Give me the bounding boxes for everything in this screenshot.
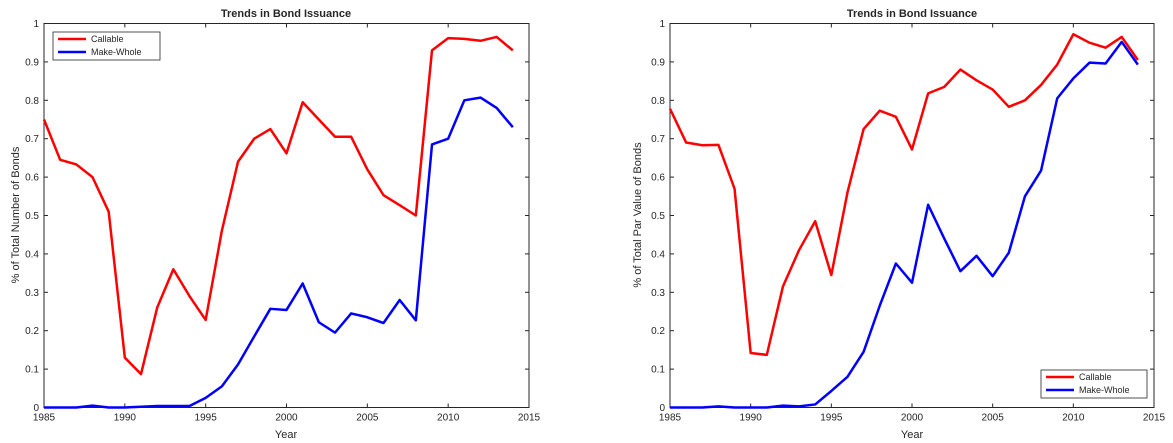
y-tick-label: 0.5 xyxy=(25,211,39,222)
y-tick-label: 0 xyxy=(33,403,39,414)
legend-label-callable: Callable xyxy=(1079,372,1112,382)
x-tick-label: 2005 xyxy=(356,413,379,424)
y-tick-label: 0.2 xyxy=(25,326,39,337)
y-tick-label: 0 xyxy=(659,403,665,414)
y-tick-label: 0.8 xyxy=(651,96,665,107)
chart-number-of-bonds: Trends in Bond Issuance 1985 1990 1995 2000… xyxy=(10,8,541,441)
y-tick-label: 0.6 xyxy=(25,173,39,184)
y-tick-label: 0.1 xyxy=(25,365,39,376)
y-tick-labels: 0 0.1 0.2 0.3 0.4 0.5 0.6 0.7 0.8 0.9 1 xyxy=(25,19,39,414)
x-tick-labels: 1985 1990 1995 2000 2005 2010 2015 xyxy=(33,413,541,424)
y-tick-label: 0.3 xyxy=(25,288,39,299)
x-tick-label: 1985 xyxy=(659,413,682,424)
x-tick-label: 2000 xyxy=(275,413,298,424)
series-line-callable xyxy=(42,35,514,376)
x-axis-label: Year xyxy=(275,429,298,441)
y-tick-label: 0.4 xyxy=(651,249,665,260)
y-axis-label: % of Total Number of Bonds xyxy=(10,146,22,283)
y-tick-label: 1 xyxy=(33,19,39,30)
series-lines xyxy=(668,33,1139,409)
x-tick-label: 1995 xyxy=(820,413,843,424)
y-tick-label: 1 xyxy=(659,19,665,30)
legend-label-make-whole: Make-Whole xyxy=(91,47,142,57)
series-line-callable xyxy=(668,33,1139,357)
series-lines xyxy=(42,35,514,409)
x-tick-label: 1995 xyxy=(195,413,218,424)
x-axis-label: Year xyxy=(901,429,924,441)
y-tick-label: 0.8 xyxy=(25,96,39,107)
legend-box xyxy=(1040,369,1148,399)
series-line-make-whole xyxy=(44,96,514,409)
y-tick-label: 0.6 xyxy=(651,173,665,184)
x-tick-label: 2010 xyxy=(437,413,460,424)
x-tick-label: 1990 xyxy=(740,413,763,424)
legend-label-make-whole: Make-Whole xyxy=(1079,385,1130,395)
legend-box xyxy=(52,31,161,61)
y-axis-label: % of Total Par Value of Bonds xyxy=(632,142,644,288)
chart-par-value-of-bonds: Trends in Bond Issuance 1985 1990 1995 2000… xyxy=(632,8,1166,441)
x-tick-label: 2015 xyxy=(1143,413,1166,424)
x-tick-label: 2000 xyxy=(901,413,924,424)
x-tick-label: 1990 xyxy=(114,413,137,424)
y-tick-label: 0.9 xyxy=(25,57,39,68)
y-tick-label: 0.7 xyxy=(25,134,39,145)
y-tick-label: 0.3 xyxy=(651,288,665,299)
legend-label-callable: Callable xyxy=(91,34,124,44)
y-tick-labels: 0 0.1 0.2 0.3 0.4 0.5 0.6 0.7 0.8 0.9 1 xyxy=(651,19,665,414)
legend: Callable Make-Whole xyxy=(1040,369,1148,399)
y-tick-label: 0.4 xyxy=(25,249,39,260)
x-tick-label: 2010 xyxy=(1062,413,1085,424)
y-tick-label: 0.2 xyxy=(651,326,665,337)
x-tick-labels: 1985 1990 1995 2000 2005 2010 2015 xyxy=(659,413,1166,424)
y-tick-label: 0.7 xyxy=(651,134,665,145)
chart-title: Trends in Bond Issuance xyxy=(221,8,351,20)
y-tick-label: 0.9 xyxy=(651,57,665,68)
y-tick-label: 0.1 xyxy=(651,365,665,376)
x-tick-label: 2005 xyxy=(982,413,1005,424)
y-tick-label: 0.5 xyxy=(651,211,665,222)
chart-title: Trends in Bond Issuance xyxy=(847,8,977,20)
legend: Callable Make-Whole xyxy=(52,31,161,61)
x-tick-label: 2015 xyxy=(518,413,541,424)
series-line-make-whole xyxy=(670,40,1139,409)
x-tick-label: 1985 xyxy=(33,413,56,424)
